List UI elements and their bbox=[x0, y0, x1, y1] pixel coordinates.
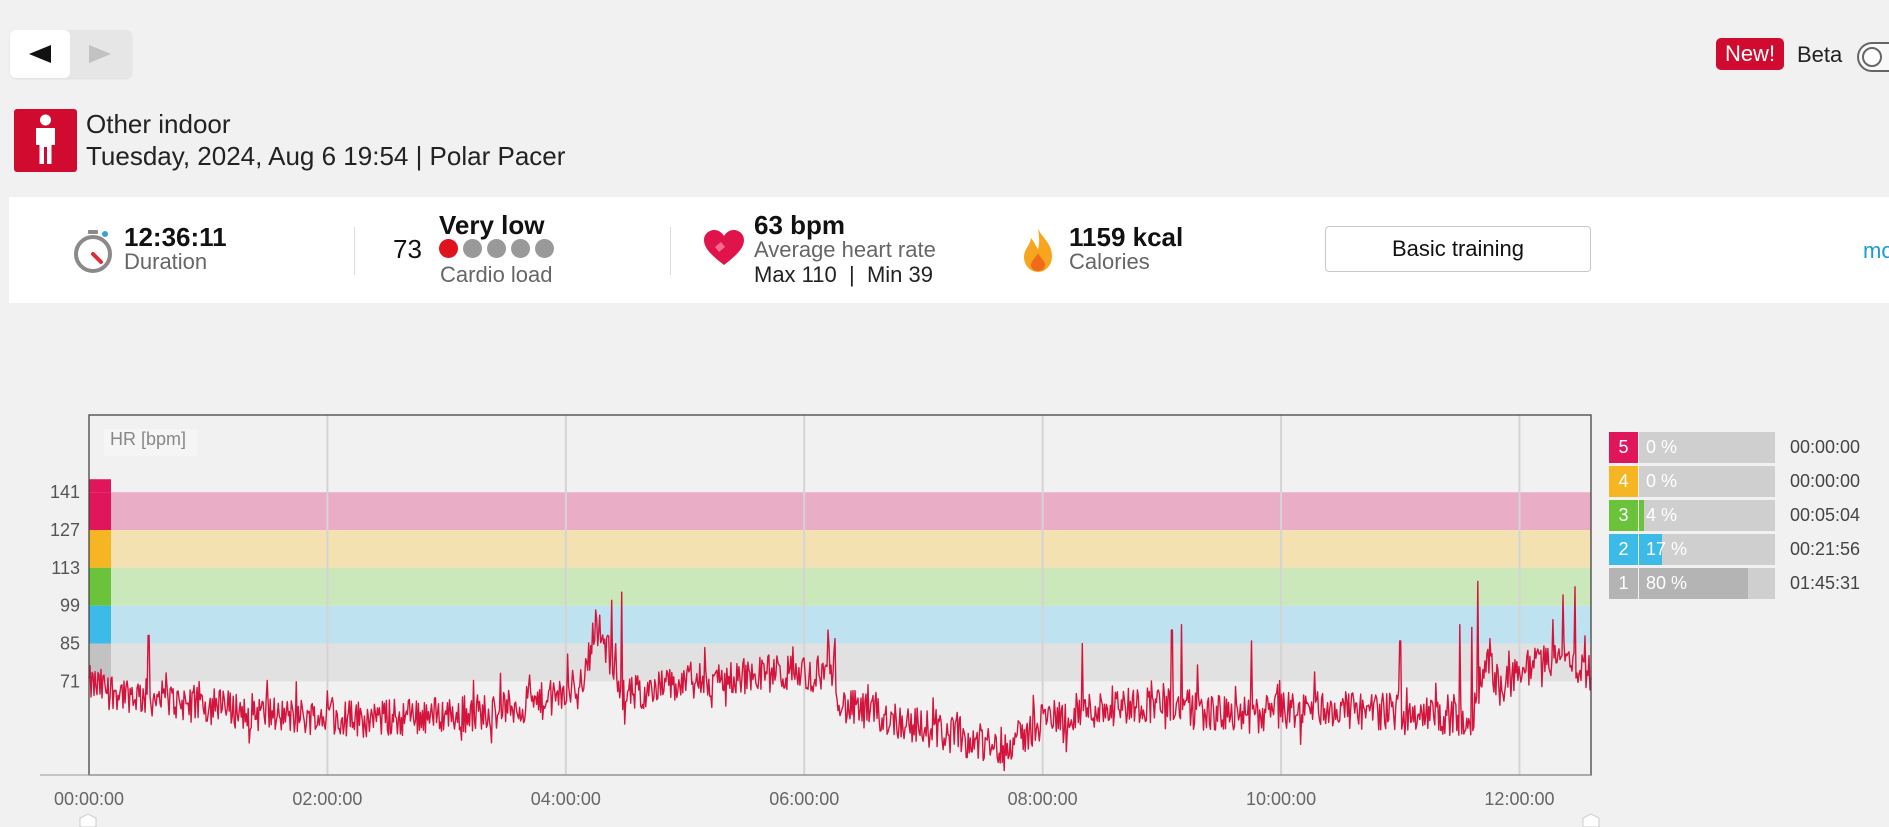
zone-time: 00:05:04 bbox=[1790, 505, 1861, 525]
sport-name: Other indoor bbox=[86, 109, 231, 139]
cardio-dot bbox=[439, 239, 458, 258]
beta-toggle[interactable] bbox=[1857, 42, 1889, 72]
cardio-dot bbox=[511, 239, 530, 258]
next-activity-button[interactable] bbox=[70, 30, 130, 78]
more-link[interactable]: mo bbox=[1863, 238, 1889, 263]
zone-percent-bar bbox=[1639, 500, 1775, 531]
zone-row-5: 5 0 % bbox=[1609, 432, 1775, 463]
new-badge: New! bbox=[1716, 38, 1784, 70]
zone-number: 4 bbox=[1609, 466, 1638, 497]
left-triangle-icon bbox=[29, 45, 51, 63]
zone-row-3: 3 4 % bbox=[1609, 500, 1775, 531]
zone-percent-label: 17 % bbox=[1646, 539, 1688, 559]
hr-line bbox=[88, 580, 1592, 772]
x-tick-label: 02:00:00 bbox=[292, 789, 362, 809]
duration-label: Duration bbox=[124, 249, 208, 274]
x-tick-label: 06:00:00 bbox=[769, 789, 839, 809]
x-tick-label: 04:00:00 bbox=[531, 789, 601, 809]
zone-number: 2 bbox=[1609, 534, 1638, 565]
zone-band-5 bbox=[89, 492, 1591, 531]
summary-bar bbox=[9, 197, 1889, 303]
zone-band-3 bbox=[89, 567, 1591, 606]
zone-percent-bar bbox=[1639, 432, 1775, 463]
zone-percent-label: 0 % bbox=[1646, 471, 1678, 491]
zone-percent-label: 4 % bbox=[1646, 505, 1678, 525]
flame-icon bbox=[1021, 227, 1055, 278]
session-date: Tuesday, 2024, Aug 6 19:54 | Polar Pacer bbox=[86, 141, 566, 171]
zone-strip-4 bbox=[89, 530, 111, 568]
zone-number: 1 bbox=[1609, 568, 1638, 599]
zone-percent-bar bbox=[1639, 466, 1775, 497]
heart-rate-range: Max 110 | Min 39 bbox=[754, 262, 933, 288]
cardio-dot bbox=[487, 239, 506, 258]
y-tick-label: 141 bbox=[50, 482, 80, 502]
zone-time: 00:00:00 bbox=[1790, 437, 1861, 457]
zone-band-2 bbox=[89, 605, 1591, 644]
summary-divider bbox=[354, 227, 355, 275]
x-tick-label: 10:00:00 bbox=[1246, 789, 1316, 809]
right-triangle-icon bbox=[89, 45, 111, 63]
y-tick-label: 127 bbox=[50, 520, 80, 540]
cardio-load-value: 73 bbox=[393, 234, 422, 264]
zone-time: 01:45:31 bbox=[1790, 573, 1861, 593]
min-heart-rate: Min 39 bbox=[866, 262, 933, 287]
x-tick-label: 00:00:00 bbox=[54, 789, 124, 809]
cardio-dot bbox=[463, 239, 482, 258]
heart-rate-chart: HR [bpm] 141 127 113 99 85 71 00:00:00 02:00:0… bbox=[40, 414, 1600, 827]
zone-percent-bar bbox=[1639, 534, 1775, 565]
zone-percent-fill bbox=[1639, 568, 1748, 599]
zone-band-4 bbox=[89, 530, 1591, 568]
zone-percent-label: 0 % bbox=[1646, 437, 1678, 457]
y-tick-label: 71 bbox=[60, 671, 80, 691]
series-label-bg bbox=[104, 429, 197, 456]
y-tick-label: 99 bbox=[60, 596, 80, 616]
avg-heart-rate-value: 63 bpm bbox=[754, 210, 846, 240]
max-heart-rate: Max 110 bbox=[754, 262, 837, 287]
zone-percent-fill bbox=[1639, 534, 1663, 565]
zone-strip-5 bbox=[89, 492, 111, 531]
x-tick-label: 08:00:00 bbox=[1008, 789, 1078, 809]
zone-strip-3 bbox=[89, 567, 111, 606]
range-end-handle[interactable] bbox=[1582, 813, 1600, 827]
calories-value: 1159 kcal bbox=[1069, 222, 1184, 252]
zone-row-4: 4 0 % bbox=[1609, 466, 1775, 497]
person-icon bbox=[14, 109, 77, 172]
stopwatch-icon bbox=[72, 229, 114, 278]
basic-training-button[interactable]: Basic training bbox=[1325, 226, 1591, 272]
summary-divider bbox=[670, 227, 671, 275]
zone-row-2: 2 17 % bbox=[1609, 534, 1775, 565]
zone-strip-2 bbox=[89, 605, 111, 644]
avg-heart-rate-label: Average heart rate bbox=[754, 237, 936, 262]
zone-number: 3 bbox=[1609, 500, 1638, 531]
zone-band-1 bbox=[89, 643, 1591, 682]
series-label: HR [bpm] bbox=[110, 429, 186, 449]
duration-value: 12:36:11 bbox=[124, 222, 227, 252]
zone-time: 00:21:56 bbox=[1790, 539, 1861, 559]
zone-percent-fill bbox=[1639, 500, 1645, 531]
cardio-load-label: Cardio load bbox=[440, 262, 553, 287]
beta-label: Beta bbox=[1797, 42, 1843, 67]
cardio-load-level: Very low bbox=[439, 210, 545, 240]
activity-nav bbox=[10, 30, 132, 78]
zone-percent-bar bbox=[1639, 568, 1775, 599]
toggle-knob bbox=[1862, 47, 1882, 67]
range-start-handle[interactable] bbox=[79, 813, 97, 827]
zone-time: 00:00:00 bbox=[1790, 471, 1861, 491]
x-tick-label: 12:00:00 bbox=[1484, 789, 1554, 809]
zone-strip-top bbox=[89, 479, 111, 493]
zone-percent-label: 80 % bbox=[1646, 573, 1688, 593]
zone-row-1: 1 80 % bbox=[1609, 568, 1775, 599]
range-separator: | bbox=[848, 262, 855, 287]
previous-activity-button[interactable] bbox=[10, 30, 70, 78]
heart-icon bbox=[703, 229, 745, 272]
y-tick-label: 113 bbox=[51, 558, 80, 578]
cardio-dot bbox=[535, 239, 554, 258]
calories-label: Calories bbox=[1069, 249, 1150, 274]
zone-number: 5 bbox=[1609, 432, 1638, 463]
y-tick-label: 85 bbox=[60, 634, 80, 654]
